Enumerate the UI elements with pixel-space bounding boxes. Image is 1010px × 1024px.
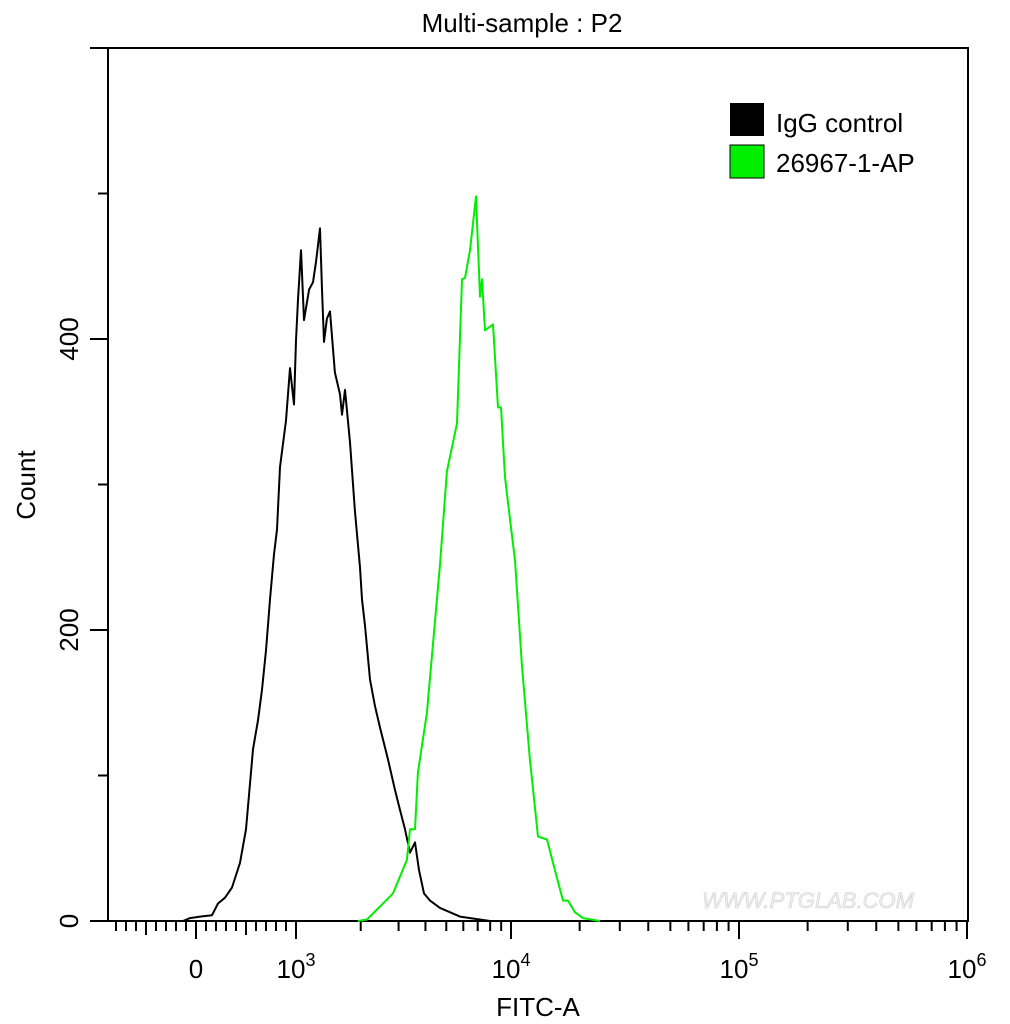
x-tick-label: 104 — [492, 950, 531, 984]
axis-ticks: 0 103 104 105 106 0 200 400 — [54, 47, 987, 984]
x-tick-label: 103 — [277, 950, 316, 984]
y-tick-label: 200 — [54, 608, 84, 651]
series-group — [182, 195, 601, 922]
plot-frame — [107, 47, 969, 922]
legend-swatch-igg-control — [730, 103, 764, 136]
legend-swatch-26967-1-ap — [729, 144, 765, 179]
chart-title: Multi-sample : P2 — [422, 8, 623, 38]
y-tick-label: 0 — [54, 914, 84, 928]
legend-label-26967-1-ap: 26967-1-AP — [776, 148, 915, 178]
x-tick-label: 105 — [720, 950, 759, 984]
histogram-line-26967-1-ap — [357, 195, 601, 922]
watermark: WWW.PTGLAB.COM — [702, 888, 915, 913]
legend: IgG control 26967-1-AP — [729, 103, 915, 179]
x-tick-label: 106 — [948, 950, 987, 984]
legend-label-igg-control: IgG control — [776, 108, 903, 138]
histogram-line-igg-control — [182, 227, 491, 922]
y-axis-label: Count — [11, 450, 41, 520]
y-tick-label: 400 — [54, 317, 84, 360]
x-axis-label: FITC-A — [496, 992, 580, 1022]
x-tick-label: 0 — [189, 954, 203, 984]
